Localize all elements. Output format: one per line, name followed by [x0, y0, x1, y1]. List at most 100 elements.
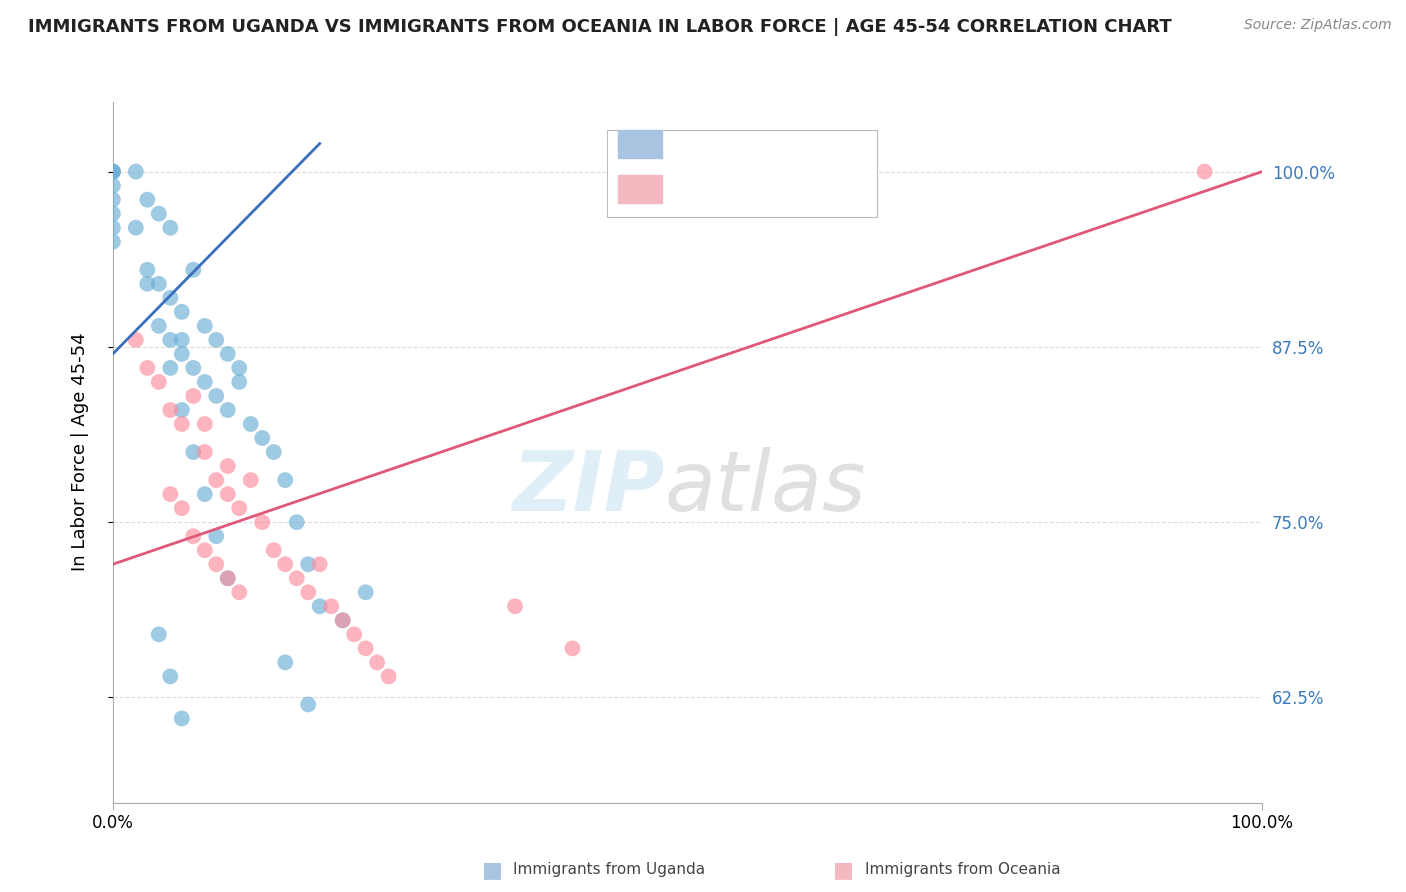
Point	[343, 627, 366, 641]
Text: R =: R =	[673, 180, 710, 198]
FancyBboxPatch shape	[619, 129, 662, 158]
Point	[205, 558, 228, 572]
Point	[101, 178, 124, 193]
Point	[170, 347, 193, 361]
Point	[101, 164, 124, 178]
Text: Immigrants from Uganda: Immigrants from Uganda	[513, 863, 706, 877]
Point	[205, 333, 228, 347]
Point	[377, 669, 399, 683]
Y-axis label: In Labor Force | Age 45-54: In Labor Force | Age 45-54	[72, 333, 89, 572]
Point	[205, 529, 228, 543]
Text: Source: ZipAtlas.com: Source: ZipAtlas.com	[1244, 18, 1392, 32]
Point	[239, 473, 262, 487]
Point	[228, 501, 250, 516]
Point	[125, 333, 148, 347]
FancyBboxPatch shape	[619, 175, 662, 203]
Text: 0.255: 0.255	[713, 135, 765, 153]
Text: IMMIGRANTS FROM UGANDA VS IMMIGRANTS FROM OCEANIA IN LABOR FORCE | AGE 45-54 COR: IMMIGRANTS FROM UGANDA VS IMMIGRANTS FRO…	[28, 18, 1171, 36]
Point	[263, 445, 285, 459]
Point	[148, 627, 170, 641]
Point	[194, 318, 217, 333]
Point	[170, 333, 193, 347]
Point	[101, 164, 124, 178]
Point	[170, 417, 193, 431]
Point	[148, 375, 170, 389]
Point	[274, 656, 297, 670]
Point	[101, 193, 124, 207]
Point	[148, 207, 170, 221]
Point	[159, 403, 181, 417]
Point	[194, 445, 217, 459]
Point	[297, 558, 319, 572]
Point	[159, 220, 181, 235]
Point	[217, 571, 239, 585]
Point	[194, 417, 217, 431]
Point	[181, 529, 204, 543]
Point	[159, 669, 181, 683]
Text: atlas: atlas	[665, 447, 866, 527]
Point	[136, 277, 159, 291]
Point	[274, 558, 297, 572]
Point	[101, 207, 124, 221]
Point	[503, 599, 526, 614]
Point	[332, 613, 354, 627]
Point	[354, 641, 377, 656]
Point	[101, 220, 124, 235]
Text: N =: N =	[773, 135, 810, 153]
Point	[181, 389, 204, 403]
Text: ZIP: ZIP	[512, 447, 665, 527]
Point	[366, 656, 388, 670]
Text: 0.317: 0.317	[713, 180, 765, 198]
Point	[228, 585, 250, 599]
Point	[252, 515, 274, 529]
Point	[194, 487, 217, 501]
FancyBboxPatch shape	[607, 129, 877, 217]
Point	[561, 641, 583, 656]
Point	[159, 291, 181, 305]
Point	[125, 164, 148, 178]
Point	[205, 473, 228, 487]
Point	[205, 389, 228, 403]
Point	[1194, 164, 1216, 178]
Text: ■: ■	[834, 860, 853, 880]
Text: 35: 35	[811, 180, 835, 198]
Point	[159, 487, 181, 501]
Point	[239, 417, 262, 431]
Point	[228, 375, 250, 389]
Point	[159, 333, 181, 347]
Point	[170, 403, 193, 417]
Text: R =: R =	[673, 135, 710, 153]
Point	[170, 305, 193, 319]
Point	[308, 558, 330, 572]
Point	[125, 220, 148, 235]
Point	[321, 599, 343, 614]
Point	[148, 277, 170, 291]
Point	[217, 347, 239, 361]
Point	[297, 698, 319, 712]
Point	[285, 571, 308, 585]
Point	[159, 360, 181, 375]
Point	[194, 375, 217, 389]
Point	[101, 235, 124, 249]
Point	[354, 585, 377, 599]
Point	[170, 711, 193, 725]
Point	[148, 318, 170, 333]
Point	[252, 431, 274, 445]
Text: ■: ■	[482, 860, 502, 880]
Point	[181, 360, 204, 375]
Point	[194, 543, 217, 558]
Point	[181, 262, 204, 277]
Point	[217, 487, 239, 501]
Point	[181, 445, 204, 459]
Point	[136, 360, 159, 375]
Text: 52: 52	[811, 135, 835, 153]
Point	[136, 262, 159, 277]
Point	[308, 599, 330, 614]
Point	[217, 571, 239, 585]
Point	[297, 585, 319, 599]
Point	[263, 543, 285, 558]
Point	[285, 515, 308, 529]
Point	[170, 501, 193, 516]
Text: N =: N =	[773, 180, 810, 198]
Point	[136, 193, 159, 207]
